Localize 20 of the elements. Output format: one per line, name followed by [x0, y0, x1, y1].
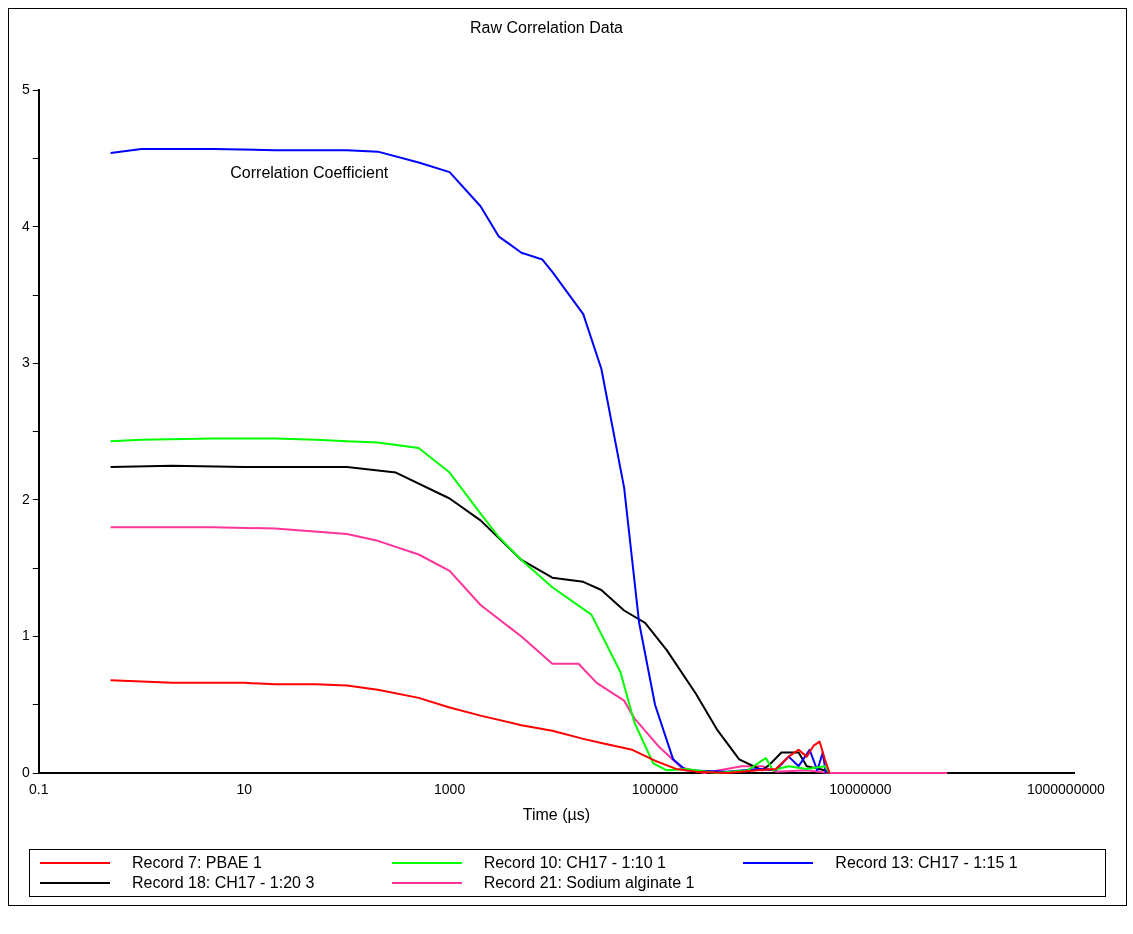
legend-label: Record 13: CH17 - 1:15 1 [835, 854, 1018, 872]
y-tick-label: 0 [21, 763, 30, 780]
x-tick-label: 100000 [631, 781, 679, 798]
legend-label: Record 18: CH17 - 1:20 3 [132, 874, 315, 892]
y-tick-label: 5 [21, 81, 30, 98]
legend-label: Record 7: PBAE 1 [132, 854, 262, 872]
chart-title: Raw Correlation Data [470, 19, 624, 37]
x-tick-label: 10 [236, 781, 253, 798]
x-tick-label: 10000000 [829, 781, 892, 798]
legend-label: Record 21: Sodium alginate 1 [483, 874, 695, 892]
y-tick-label: 4 [21, 217, 30, 234]
y-tick-label: 3 [21, 354, 30, 371]
x-tick-label: 1000000000 [1026, 781, 1106, 798]
legend-label: Record 10: CH17 - 1:10 1 [483, 854, 666, 872]
y-axis-title: Correlation Coefficient [230, 163, 389, 181]
y-tick-label: 2 [21, 490, 30, 507]
x-axis-title: Time (µs) [522, 805, 591, 823]
x-tick-label: 1000 [434, 781, 466, 798]
y-tick-label: 1 [21, 627, 30, 644]
x-tick-label: 0.1 [29, 781, 49, 798]
